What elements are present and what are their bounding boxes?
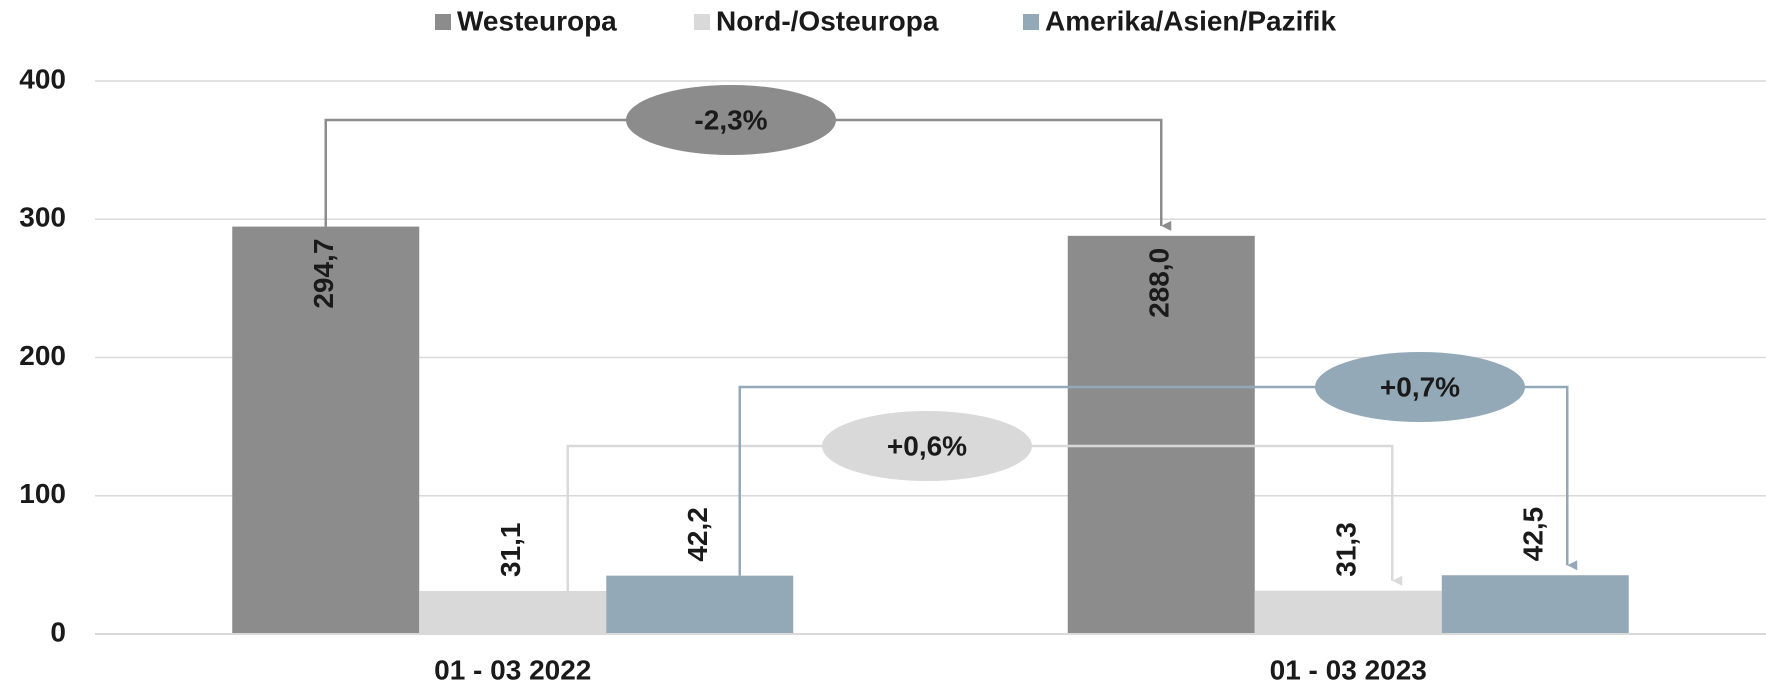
value-label: 288,0 bbox=[1144, 248, 1175, 318]
value-label: 42,5 bbox=[1518, 507, 1549, 562]
change-bubble bbox=[822, 411, 1032, 481]
bar bbox=[1441, 575, 1629, 634]
value-label: 31,3 bbox=[1331, 522, 1362, 577]
change-label: +0,6% bbox=[887, 430, 967, 461]
change-label: -2,3% bbox=[694, 104, 767, 135]
y-tick-label: 200 bbox=[19, 340, 66, 371]
value-label: 294,7 bbox=[308, 239, 339, 309]
change-label: +0,7% bbox=[1380, 371, 1460, 402]
change-bubble bbox=[626, 85, 836, 155]
x-tick-label: 01 - 03 2022 bbox=[434, 654, 591, 685]
bar bbox=[232, 226, 420, 634]
bar bbox=[419, 591, 607, 634]
y-tick-label: 300 bbox=[19, 202, 66, 233]
value-label: 42,2 bbox=[682, 507, 713, 562]
value-label: 31,1 bbox=[495, 523, 526, 578]
change-bubble bbox=[1315, 352, 1525, 422]
y-tick-label: 400 bbox=[19, 63, 66, 94]
x-tick-label: 01 - 03 2023 bbox=[1270, 654, 1427, 685]
legend-swatch bbox=[694, 14, 710, 30]
bar bbox=[606, 575, 794, 634]
y-tick-label: 0 bbox=[50, 616, 66, 647]
y-tick-label: 100 bbox=[19, 478, 66, 509]
legend-swatch bbox=[1023, 14, 1039, 30]
bar bbox=[1067, 235, 1255, 634]
legend-swatch bbox=[435, 14, 451, 30]
legend-label: Amerika/Asien/Pazifik bbox=[1045, 5, 1336, 36]
bar bbox=[1254, 590, 1442, 634]
legend-label: Nord-/Osteuropa bbox=[716, 5, 939, 36]
change-connector bbox=[738, 385, 1578, 576]
legend-label: Westeuropa bbox=[457, 5, 617, 36]
